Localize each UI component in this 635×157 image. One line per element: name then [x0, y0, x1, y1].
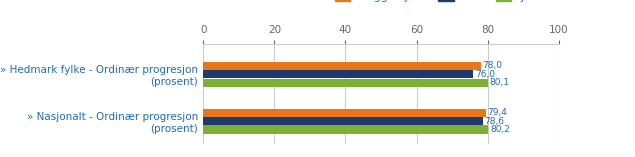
Bar — [203, 79, 488, 87]
Text: 78,6: 78,6 — [485, 117, 504, 126]
Legend: Begge kjønn, Gutt, Jente: Begge kjønn, Gutt, Jente — [330, 0, 553, 6]
Bar — [203, 125, 488, 134]
Text: 80,1: 80,1 — [490, 78, 510, 87]
Bar — [203, 62, 481, 70]
Text: 80,2: 80,2 — [490, 125, 510, 134]
Text: 79,4: 79,4 — [487, 108, 507, 117]
Text: 78,0: 78,0 — [483, 61, 502, 70]
Bar — [203, 70, 474, 78]
Bar — [203, 109, 486, 117]
Text: 76,0: 76,0 — [475, 70, 495, 79]
Bar — [203, 117, 483, 125]
